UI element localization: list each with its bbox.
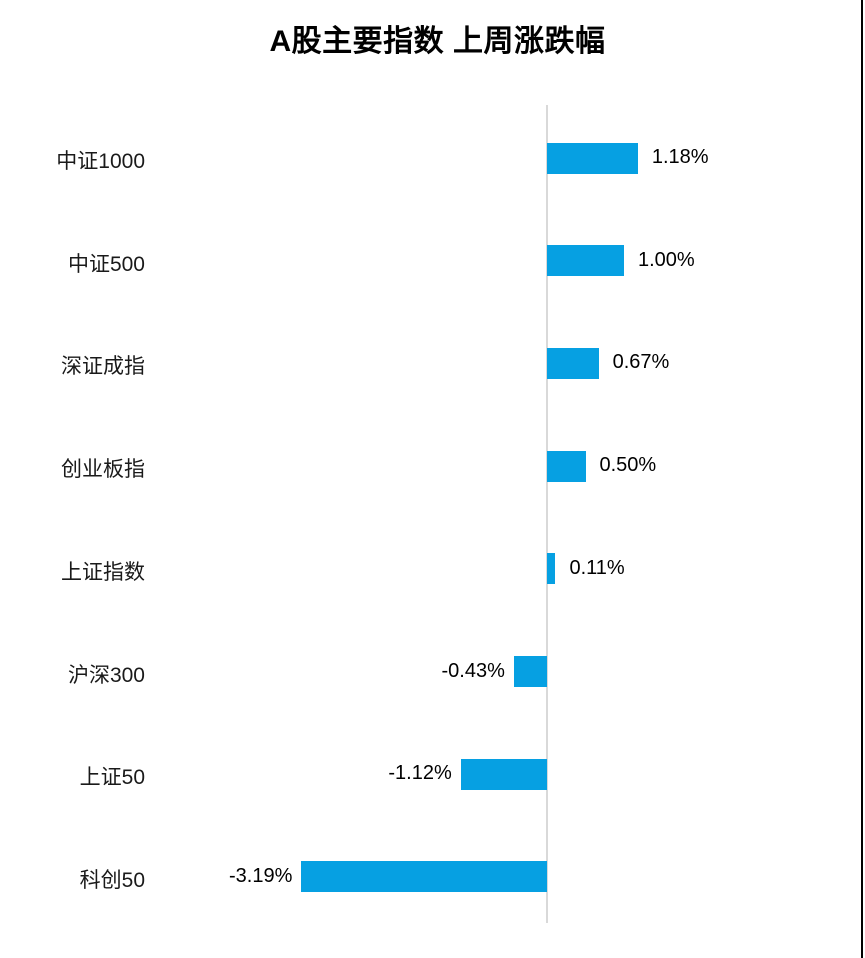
bar (547, 245, 624, 277)
bar (547, 142, 638, 174)
value-label: -0.43% (441, 659, 505, 682)
value-label: 1.18% (651, 146, 709, 168)
bar (547, 553, 556, 585)
chart-title: A股主要指数 上周涨跌幅 (269, 25, 606, 58)
value-label: 1.00% (638, 248, 695, 271)
category-label: 科创50 (79, 868, 145, 892)
value-label: 0.11% (569, 556, 625, 579)
category-label: 沪深300 (67, 663, 145, 687)
value-label: -1.12% (388, 762, 452, 785)
page-right-border (861, 0, 863, 958)
category-label: 深证成指 (61, 355, 145, 379)
value-label: 0.67% (612, 351, 670, 374)
bar (547, 347, 599, 379)
category-label: 中证1000 (56, 150, 145, 173)
bar (301, 861, 547, 893)
bar (513, 656, 547, 687)
category-label: 上证指数 (61, 560, 145, 584)
value-label: -3.19% (228, 864, 293, 887)
value-label: 0.50% (599, 454, 657, 477)
bar (460, 758, 547, 790)
bar (547, 450, 586, 482)
category-label: 上证50 (79, 766, 145, 790)
axis-zero-line (546, 105, 548, 923)
category-label: 创业板指 (61, 458, 145, 482)
category-label: 中证500 (67, 252, 145, 276)
